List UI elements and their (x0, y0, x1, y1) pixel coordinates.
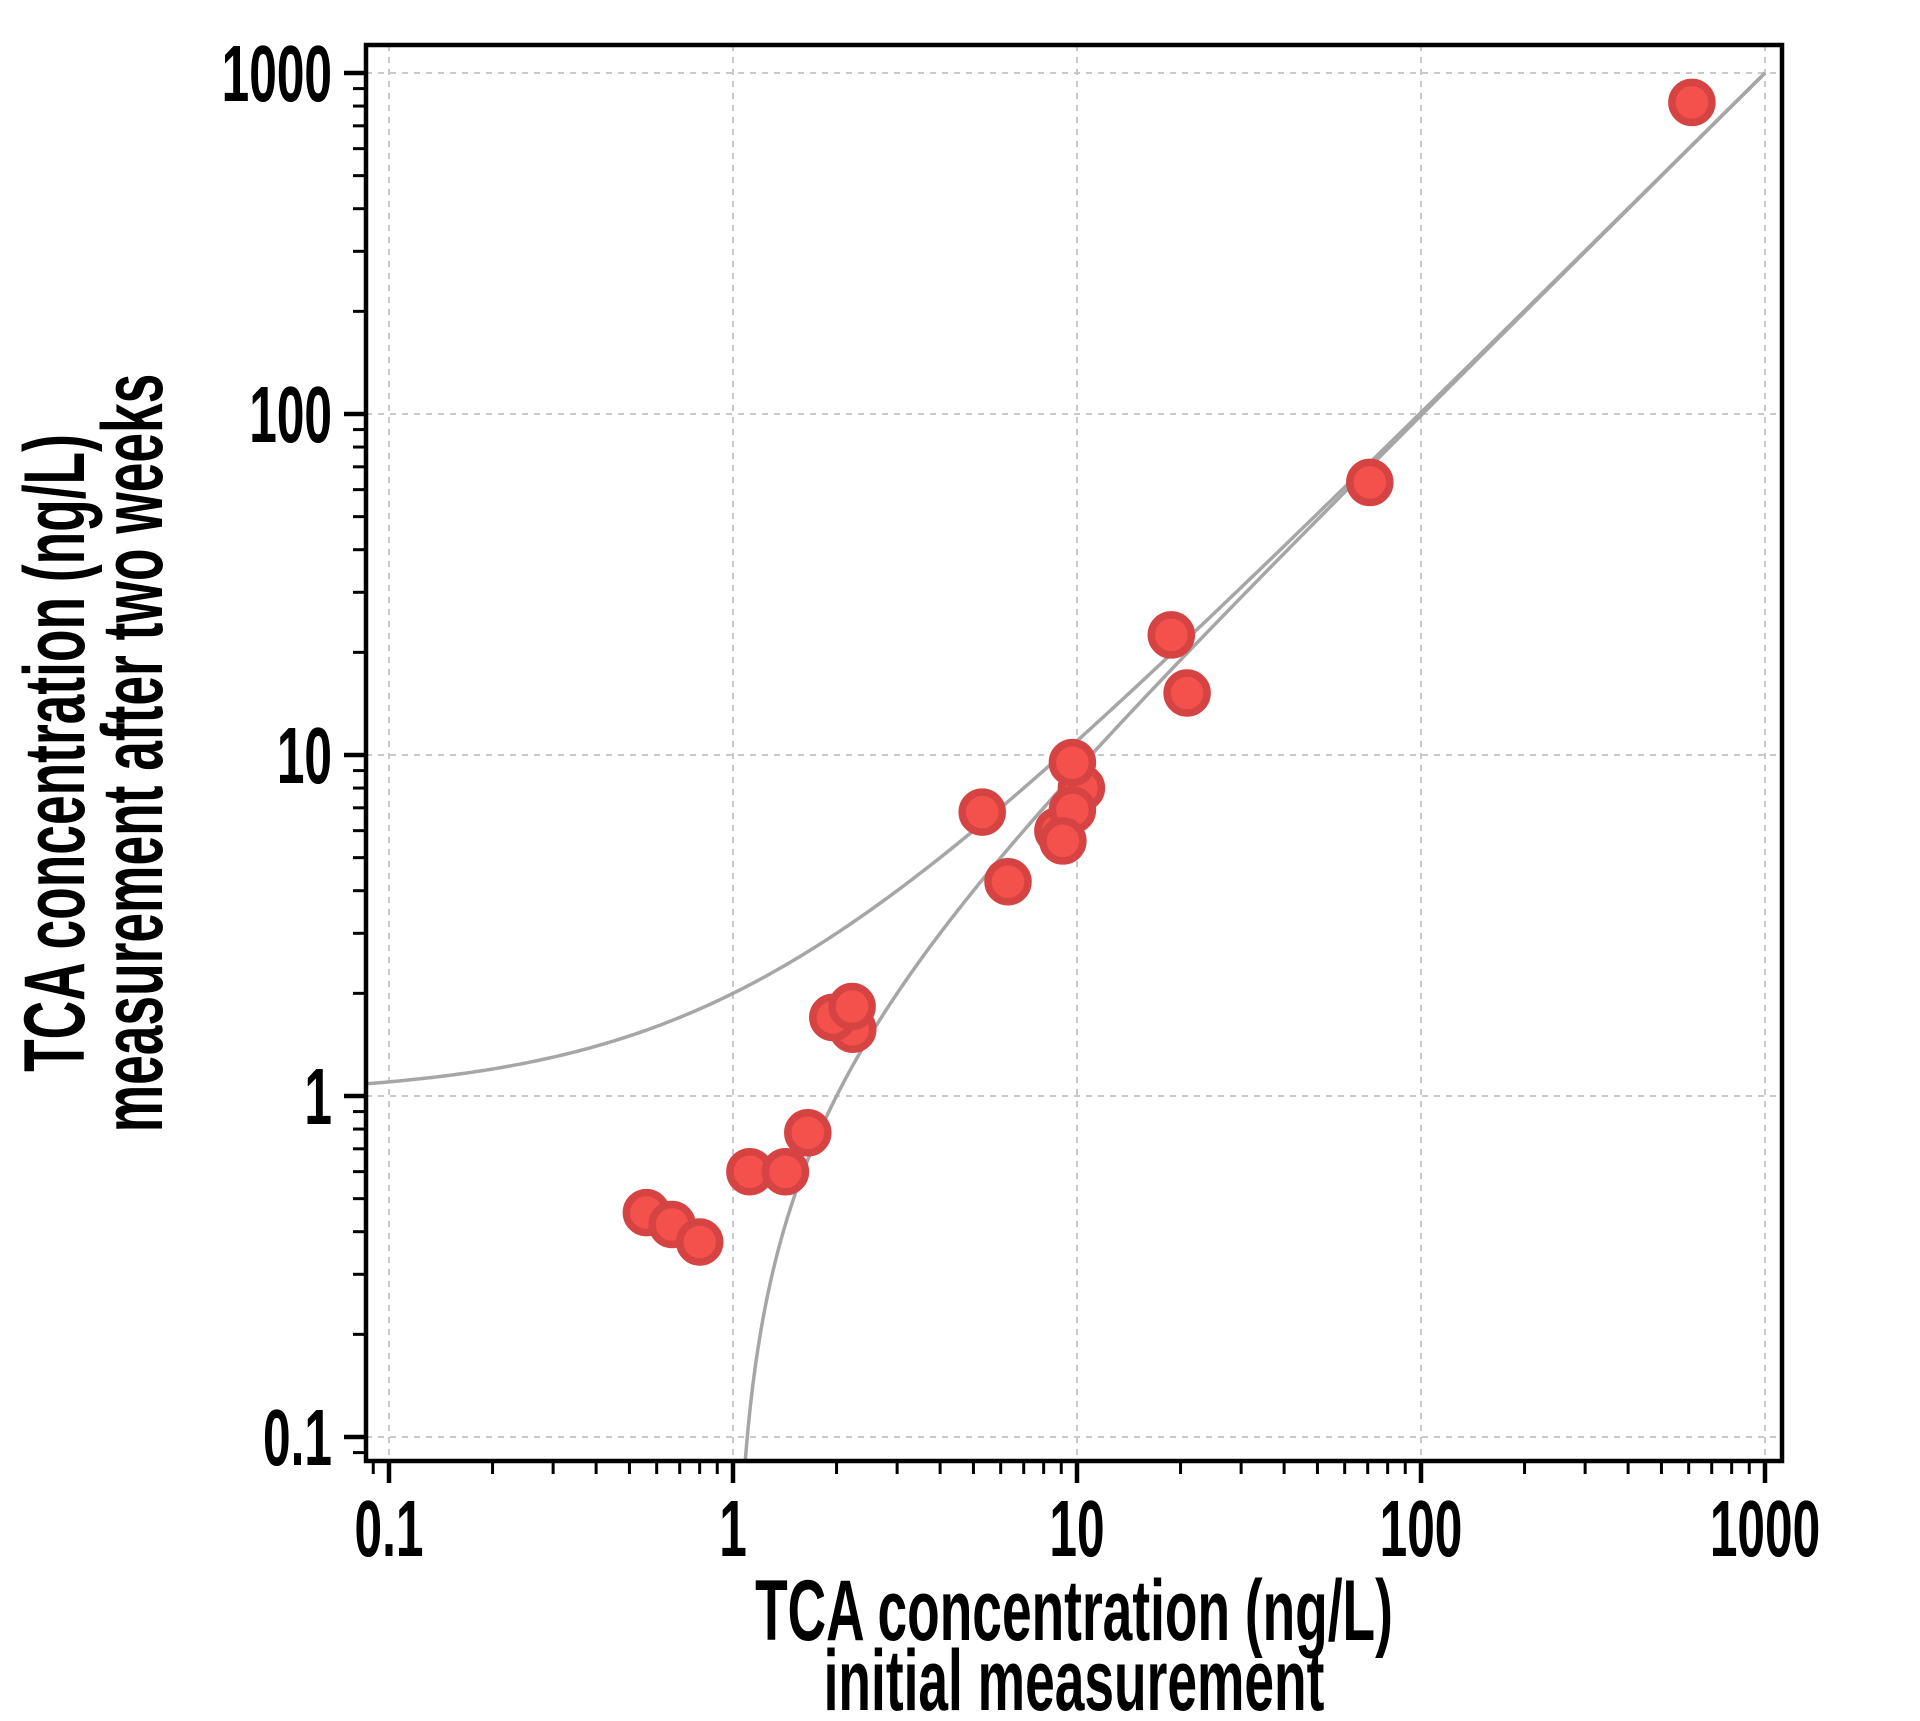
x-tick-label: 10 (1049, 1485, 1104, 1574)
data-point (1163, 669, 1211, 717)
x-axis-title-line1: TCA concentration (ng/L) (755, 1563, 1393, 1659)
y-axis-title-line1: TCA concentration (ng/L) (7, 434, 103, 1072)
upper-prediction-bound-curve (366, 71, 1767, 1086)
y-tick-label: 0.1 (263, 1394, 332, 1483)
data-point (784, 1109, 832, 1157)
y-tick-label: 10 (277, 712, 332, 801)
data-point (984, 857, 1032, 906)
data-point (1039, 817, 1087, 865)
data-point (1668, 78, 1716, 127)
data-point (1346, 458, 1394, 507)
grid-layer (366, 45, 1782, 1461)
y-axis-title-line2: measurement after two weeks (85, 374, 181, 1133)
x-axis-title-line2: initial measurement (824, 1633, 1325, 1721)
data-point (958, 788, 1006, 836)
data-point (828, 982, 876, 1031)
x-tick-label: 1 (719, 1485, 747, 1574)
points-layer (622, 78, 1716, 1266)
data-point (1147, 611, 1196, 659)
data-point (761, 1147, 810, 1196)
data-point (675, 1218, 724, 1266)
y-tick-label: 100 (249, 371, 332, 460)
lower-prediction-bound-curve (743, 71, 1767, 1462)
data-point (1048, 738, 1097, 787)
y-tick-label: 1000 (222, 30, 332, 119)
x-tick-label: 0.1 (355, 1485, 424, 1574)
axis-layer (344, 42, 1785, 1483)
x-tick-label: 1000 (1710, 1485, 1820, 1574)
x-tick-label: 100 (1380, 1485, 1463, 1574)
y-tick-label: 1 (304, 1053, 332, 1142)
label-layer: 0.1 1 10 100 1000 0.1 1 10 100 1000 TCA concentrat… (7, 30, 1820, 1721)
